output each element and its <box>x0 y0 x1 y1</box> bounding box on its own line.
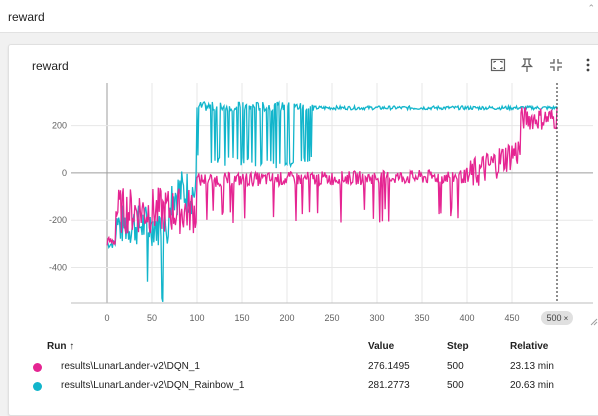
x-tick-label: 50 <box>147 313 157 323</box>
run-color-dot <box>33 382 42 391</box>
header-run[interactable]: Run ↑ <box>47 341 75 352</box>
y-tick-label: 0 <box>62 168 67 178</box>
step-chip-label: 500 <box>546 313 561 323</box>
x-tick-label: 150 <box>234 313 249 323</box>
resize-handle-icon[interactable] <box>590 318 598 326</box>
run-relative: 20.63 min <box>510 380 554 391</box>
line-chart[interactable]: 0 50 100 150 200 250 300 350 400 450 200 0 -200 -400 5… <box>9 45 598 336</box>
x-tick-label: 0 <box>104 313 109 323</box>
pin-icon[interactable] <box>516 54 538 76</box>
top-bar: reward ⌃ <box>0 0 598 33</box>
card-title: reward <box>32 59 69 73</box>
run-relative: 23.13 min <box>510 361 554 372</box>
series-line-dqn-rainbow <box>106 100 558 303</box>
run-value: 276.1495 <box>368 361 410 372</box>
series-line-dqn <box>106 106 558 246</box>
header-relative: Relative <box>510 341 549 352</box>
x-tick-label: 350 <box>414 313 429 323</box>
collapse-icon[interactable] <box>545 54 567 76</box>
x-tick-label: 100 <box>189 313 204 323</box>
y-tick-label: -200 <box>49 215 67 225</box>
run-step: 500 <box>447 380 464 391</box>
fit-domain-icon[interactable] <box>487 54 509 76</box>
table-row[interactable]: results\LunarLander-v2\DQN_1 276.1495 50… <box>9 361 598 377</box>
run-value: 281.2773 <box>368 380 410 391</box>
section-title: reward <box>8 10 45 24</box>
run-color-dot <box>33 363 42 372</box>
x-tick-label: 250 <box>324 313 339 323</box>
y-tick-label: -400 <box>49 263 67 273</box>
x-tick-label: 400 <box>459 313 474 323</box>
y-tick-label: 200 <box>52 121 67 131</box>
step-chip[interactable] <box>541 311 573 325</box>
x-tick-label: 300 <box>369 313 384 323</box>
more-vert-icon[interactable] <box>581 54 595 76</box>
run-name: results\LunarLander-v2\DQN_Rainbow_1 <box>61 380 245 391</box>
chart-card: reward 0 50 100 150 200 250 300 350 400 450 200 0 -2… <box>8 44 598 416</box>
close-icon[interactable]: × <box>564 314 569 323</box>
table-row[interactable]: results\LunarLander-v2\DQN_Rainbow_1 281… <box>9 380 598 396</box>
header-step: Step <box>447 341 469 352</box>
run-name: results\LunarLander-v2\DQN_1 <box>61 361 200 372</box>
header-value: Value <box>368 341 395 352</box>
corner-glyph: ⌃ <box>587 3 595 13</box>
x-tick-label: 200 <box>279 313 294 323</box>
run-step: 500 <box>447 361 464 372</box>
x-tick-label: 450 <box>504 313 519 323</box>
